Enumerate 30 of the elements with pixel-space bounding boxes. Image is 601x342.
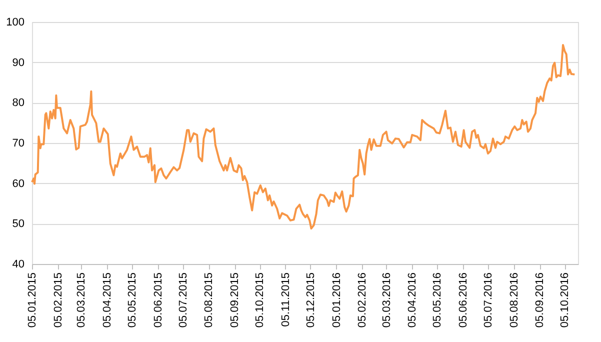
- x-tick-label: 05.01.2016: [330, 272, 343, 328]
- y-tick-label: 80: [12, 97, 24, 110]
- x-tick-label: 05.03.2016: [380, 272, 393, 328]
- line-series: [31, 44, 576, 230]
- x-tick-label: 05.04.2015: [102, 272, 114, 328]
- y-tick-label: 100: [6, 16, 24, 28]
- y-tick-label: 90: [12, 56, 24, 69]
- y-tick-label: 50: [12, 218, 24, 230]
- x-tick-label: 05.06.2015: [152, 272, 164, 328]
- x-tick-label: 05.12.2015: [304, 272, 317, 328]
- x-tick-label: 05.01.2015: [26, 272, 38, 328]
- x-tick-label: 05.04.2016: [406, 272, 419, 328]
- x-tick-label: 05.07.2015: [177, 272, 190, 328]
- x-tick-label: 05.07.2016: [482, 272, 494, 328]
- x-tick-label: 05.06.2016: [457, 272, 470, 328]
- x-tick-label: 05.09.2016: [534, 272, 546, 328]
- y-tick-label: 70: [12, 138, 24, 150]
- x-tick-label: 05.09.2015: [229, 272, 242, 328]
- y-tick-label: 40: [12, 258, 24, 270]
- x-tick-label: 05.11.2015: [280, 272, 292, 327]
- y-tick-label: 60: [12, 178, 24, 190]
- x-tick-label: 05.03.2015: [76, 272, 88, 328]
- x-tick-label: 05.02.2015: [52, 272, 64, 328]
- x-tick-label: 05.05.2015: [126, 272, 139, 328]
- x-tick-label: 05.05.2016: [432, 272, 444, 328]
- x-tick-label: 05.10.2015: [254, 272, 266, 328]
- x-tick-label: 05.02.2016: [356, 272, 369, 328]
- x-tick-label: 05.08.2015: [203, 272, 216, 328]
- x-tick-label: 05.08.2016: [508, 272, 520, 328]
- x-tick-label: 05.10.2016: [559, 272, 572, 328]
